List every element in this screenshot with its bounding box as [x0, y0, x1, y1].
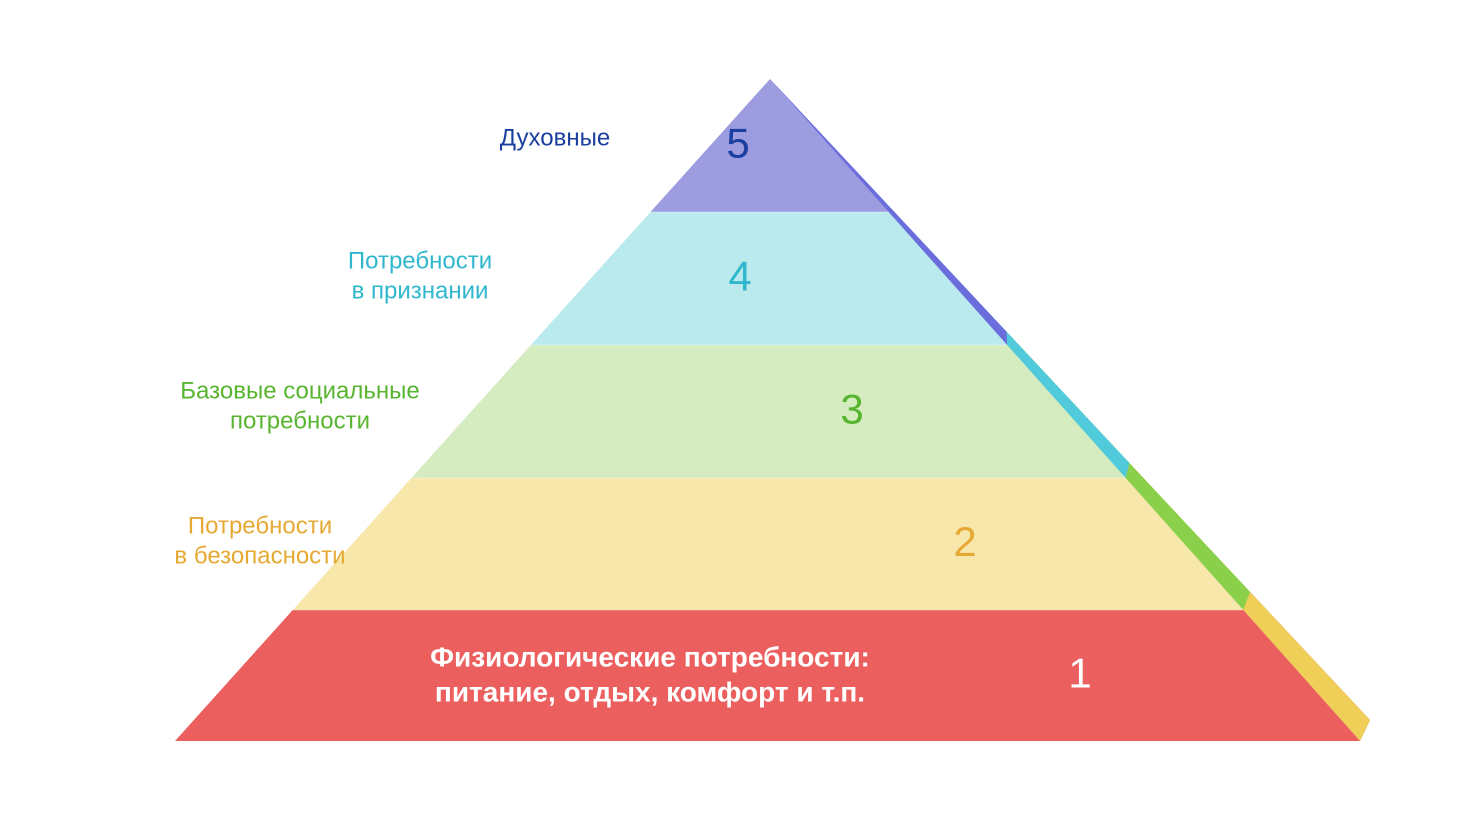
level-label-1-line-1: питание, отдых, комфорт и т.п.: [435, 676, 865, 707]
level-label-2-line-0: Потребности: [188, 513, 332, 540]
pyramid-front-level-2: [293, 478, 1244, 610]
level-number-1: 1: [1068, 649, 1091, 696]
pyramid-front-level-4: [531, 212, 1007, 345]
pyramid-front-level-3: [411, 345, 1125, 478]
level-label-3-line-1: потребности: [230, 408, 370, 435]
pyramid-diagram: 1 Физиологические потребности: питание, от…: [0, 0, 1480, 815]
level-label-4-line-1: в признании: [352, 278, 489, 305]
level-number-3: 3: [840, 385, 863, 432]
level-number-4: 4: [728, 252, 751, 299]
level-number-2: 2: [953, 518, 976, 565]
level-number-5: 5: [726, 119, 749, 166]
pyramid-front-level-5: [650, 79, 888, 212]
level-label-3-line-0: Базовые социальные: [180, 378, 419, 405]
level-label-1-line-0: Физиологические потребности:: [430, 641, 870, 672]
level-label-2-line-1: в безопасности: [174, 543, 345, 570]
level-label-5-line-0: Духовные: [500, 125, 610, 152]
level-label-4-line-0: Потребности: [348, 248, 492, 275]
